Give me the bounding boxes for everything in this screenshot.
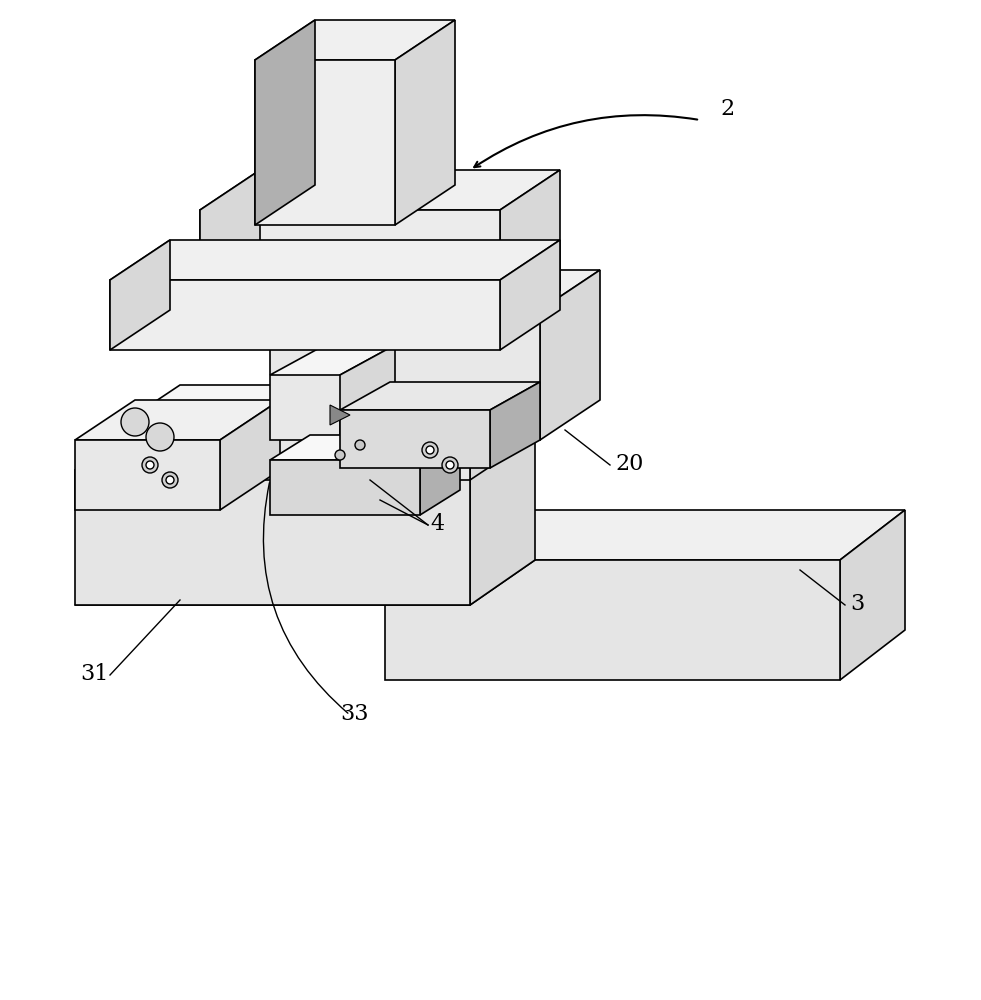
Polygon shape bbox=[270, 270, 600, 310]
Polygon shape bbox=[420, 435, 460, 515]
Polygon shape bbox=[490, 382, 540, 468]
Circle shape bbox=[121, 408, 149, 436]
Polygon shape bbox=[385, 560, 840, 680]
Text: 3: 3 bbox=[850, 593, 864, 615]
Text: 33: 33 bbox=[340, 703, 369, 725]
Polygon shape bbox=[255, 20, 455, 60]
Polygon shape bbox=[255, 60, 395, 225]
Polygon shape bbox=[200, 170, 260, 330]
Circle shape bbox=[142, 457, 158, 473]
Polygon shape bbox=[500, 170, 560, 330]
Text: 20: 20 bbox=[615, 453, 644, 475]
Polygon shape bbox=[75, 470, 470, 605]
Polygon shape bbox=[220, 400, 280, 510]
Polygon shape bbox=[110, 240, 560, 280]
Polygon shape bbox=[500, 240, 560, 350]
Polygon shape bbox=[385, 510, 905, 560]
Text: 4: 4 bbox=[430, 513, 444, 535]
Polygon shape bbox=[75, 425, 535, 470]
Text: 31: 31 bbox=[80, 663, 108, 685]
Polygon shape bbox=[270, 345, 395, 375]
Circle shape bbox=[162, 472, 178, 488]
Circle shape bbox=[166, 476, 174, 484]
Polygon shape bbox=[470, 425, 535, 605]
Polygon shape bbox=[75, 400, 280, 440]
Circle shape bbox=[446, 461, 454, 469]
Circle shape bbox=[422, 442, 438, 458]
Polygon shape bbox=[470, 385, 530, 480]
Polygon shape bbox=[340, 345, 395, 440]
Polygon shape bbox=[270, 310, 540, 440]
Polygon shape bbox=[540, 270, 600, 440]
Text: 2: 2 bbox=[720, 98, 734, 120]
Polygon shape bbox=[120, 425, 470, 480]
Circle shape bbox=[146, 423, 174, 451]
Polygon shape bbox=[395, 20, 455, 225]
Polygon shape bbox=[110, 280, 500, 350]
Polygon shape bbox=[270, 460, 420, 515]
Polygon shape bbox=[75, 440, 220, 510]
Circle shape bbox=[146, 461, 154, 469]
Polygon shape bbox=[75, 560, 535, 605]
Polygon shape bbox=[270, 435, 460, 460]
Polygon shape bbox=[330, 405, 350, 425]
Polygon shape bbox=[200, 210, 500, 330]
Circle shape bbox=[355, 440, 365, 450]
Circle shape bbox=[426, 446, 434, 454]
Polygon shape bbox=[340, 410, 490, 468]
Polygon shape bbox=[255, 20, 315, 225]
Polygon shape bbox=[200, 170, 560, 210]
Polygon shape bbox=[110, 240, 170, 350]
Polygon shape bbox=[340, 382, 540, 410]
Polygon shape bbox=[120, 385, 530, 425]
Polygon shape bbox=[840, 510, 905, 680]
Circle shape bbox=[335, 450, 345, 460]
Circle shape bbox=[442, 457, 458, 473]
